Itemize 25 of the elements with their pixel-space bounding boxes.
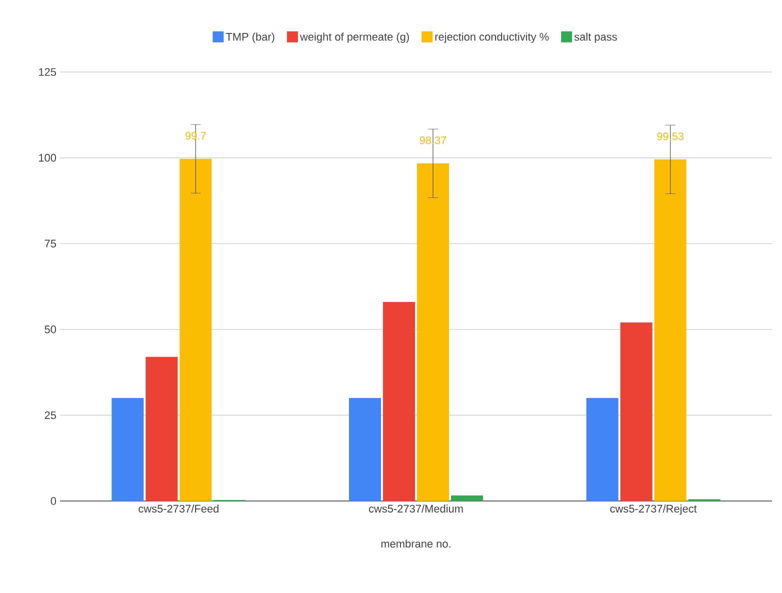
bar [451,496,484,501]
bar [180,158,212,501]
bar [112,398,144,501]
bar [383,302,416,501]
bar [586,398,618,501]
x-tick-label: cws5-2737/Medium [368,504,463,513]
data-label: 98.37 [420,136,446,144]
x-axis-title: membrane no. [381,540,450,548]
legend-label: rejection conductivity % [435,32,549,43]
y-tick-label: 125 [39,68,56,76]
y-tick-label: 75 [44,240,56,248]
legend-label: TMP (bar) [226,32,274,43]
legend-label: weight of permeate (g) [300,32,409,43]
y-tick-label: 25 [44,411,56,420]
bar [620,322,652,501]
y-tick-label: 0 [50,497,56,505]
bar [417,163,450,501]
y-tick-label: 50 [44,326,56,334]
bar [146,356,178,501]
bar [349,398,382,501]
x-tick-label: cws5-2737/Reject [610,504,697,515]
y-tick-label: 100 [39,154,56,162]
legend-label: salt pass [574,32,617,43]
x-tick-label: cws5-2737/Feed [138,504,218,513]
bar [654,159,686,501]
